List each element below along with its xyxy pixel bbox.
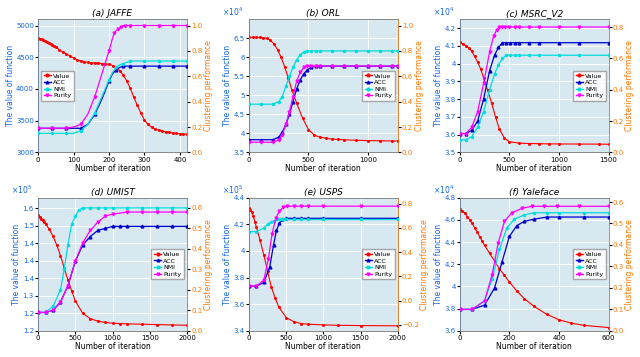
Y-axis label: Clustering performance: Clustering performance — [415, 40, 424, 131]
X-axis label: Number of iteration: Number of iteration — [497, 342, 572, 351]
Y-axis label: Clustering performance: Clustering performance — [625, 40, 634, 131]
Legend: Value, ACC, NMI, Purity: Value, ACC, NMI, Purity — [573, 71, 605, 101]
Y-axis label: The value of function: The value of function — [12, 224, 21, 305]
X-axis label: Number of iteration: Number of iteration — [285, 342, 361, 351]
Y-axis label: Clustering performance: Clustering performance — [420, 219, 429, 310]
Y-axis label: The value of function: The value of function — [6, 45, 15, 126]
X-axis label: Number of iteration: Number of iteration — [285, 164, 361, 173]
Title: (e) USPS: (e) USPS — [304, 188, 343, 197]
Text: ×10$^{5}$: ×10$^{5}$ — [222, 184, 243, 196]
X-axis label: Number of iteration: Number of iteration — [75, 342, 150, 351]
Text: ×10$^{4}$: ×10$^{4}$ — [433, 184, 454, 196]
Y-axis label: Clustering performance: Clustering performance — [204, 219, 212, 310]
Legend: Value, ACC, NMI, Purity: Value, ACC, NMI, Purity — [362, 249, 395, 280]
Text: ×10$^{5}$: ×10$^{5}$ — [12, 184, 33, 196]
X-axis label: Number of iteration: Number of iteration — [75, 164, 150, 173]
Y-axis label: The value of function: The value of function — [223, 45, 232, 126]
Title: (c) MSRC_V2: (c) MSRC_V2 — [506, 9, 563, 19]
Y-axis label: The value of function: The value of function — [434, 224, 443, 305]
Title: (f) Yaleface: (f) Yaleface — [509, 188, 559, 197]
Y-axis label: The value of function: The value of function — [434, 45, 443, 126]
Y-axis label: The value of function: The value of function — [223, 224, 232, 305]
Y-axis label: Clustering performance: Clustering performance — [204, 40, 212, 131]
Legend: Value, ACC, NMI, Purity: Value, ACC, NMI, Purity — [41, 71, 74, 101]
X-axis label: Number of iteration: Number of iteration — [497, 164, 572, 173]
Legend: Value, ACC, NMI, Purity: Value, ACC, NMI, Purity — [362, 71, 395, 101]
Text: ×10$^{4}$: ×10$^{4}$ — [222, 5, 243, 18]
Legend: Value, ACC, NMI, Purity: Value, ACC, NMI, Purity — [151, 249, 184, 280]
Y-axis label: Clustering performance: Clustering performance — [625, 219, 634, 310]
Text: ×10$^{4}$: ×10$^{4}$ — [433, 5, 454, 18]
Title: (d) UMIST: (d) UMIST — [91, 188, 134, 197]
Legend: Value, ACC, NMI, Purity: Value, ACC, NMI, Purity — [573, 249, 605, 280]
Title: (b) ORL: (b) ORL — [307, 9, 340, 19]
Title: (a) JAFFE: (a) JAFFE — [92, 9, 132, 19]
